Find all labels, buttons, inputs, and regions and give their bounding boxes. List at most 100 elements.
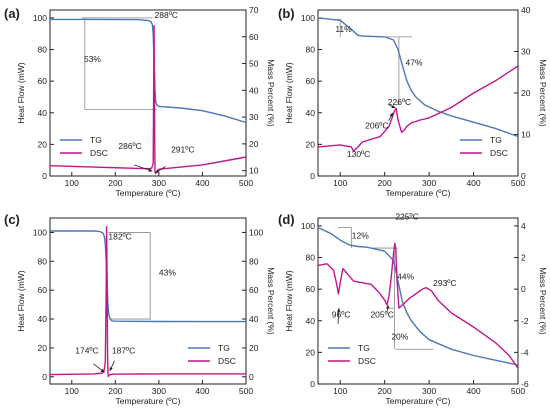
annotation-label: 286ºC <box>118 141 141 151</box>
legend-label-tg: TG <box>358 343 370 353</box>
x-tick-label: 400 <box>466 178 480 188</box>
series-dsc-line <box>49 25 247 175</box>
legend-label-tg: TG <box>218 343 230 353</box>
y-right-tick-label: -6 <box>521 379 529 389</box>
annotation-label: 174ºC <box>75 346 98 356</box>
y-left-tick-label: 80 <box>38 256 48 266</box>
legend-label-dsc: DSC <box>90 148 108 158</box>
x-tick-label: 400 <box>195 386 209 396</box>
y-left-tick-label: 40 <box>306 316 316 326</box>
annotation-label: 11% <box>335 24 352 34</box>
y-right-tick-label: 40 <box>521 5 531 15</box>
y-left-tick-label: 100 <box>33 13 47 23</box>
annotation-label: 293ºC <box>433 278 456 288</box>
x-tick-label: 200 <box>108 178 122 188</box>
y-right-tick-label: 0 <box>249 372 254 382</box>
series-dsc-line <box>317 242 519 369</box>
y-left-tick-label: 40 <box>306 108 316 118</box>
x-tick-label: 500 <box>239 386 253 396</box>
y-right-tick-label: 30 <box>521 47 531 57</box>
y-left-tick-label: 100 <box>301 13 315 23</box>
panel-d: (d) 100 200 300 400 500 0 20 40 60 80 100 -6 -4 -2 0 2 4 T… <box>278 212 548 406</box>
x-tick-label: 200 <box>108 386 122 396</box>
y-right-tick-label: 60 <box>249 285 259 295</box>
series-tg-line <box>50 18 247 124</box>
y-left-tick-label: 20 <box>306 347 316 357</box>
y-left-tick-label: 60 <box>38 76 48 86</box>
annotation-label: 187ºC <box>112 346 135 356</box>
legend-label-dsc: DSC <box>358 356 376 366</box>
annotation-label: 288ºC <box>155 10 178 20</box>
y-left-tick-label: 60 <box>306 76 316 86</box>
y-right-tick-label: 100 <box>249 227 263 237</box>
annotation-arrowhead <box>100 368 105 373</box>
annotation-label: 47% <box>406 57 423 67</box>
annotation-label: 225ºC <box>395 212 418 222</box>
x-tick-label: 500 <box>511 386 525 396</box>
y-left-tick-label: 20 <box>38 343 48 353</box>
y-right-tick-label: 40 <box>249 85 259 95</box>
x-axis-label: Temperature (ºC) <box>386 188 451 198</box>
y-left-tick-label: 80 <box>38 45 48 55</box>
y-right-tick-label: 2 <box>521 253 526 263</box>
annotation-label: 291ºC <box>171 144 194 154</box>
annotation-arrowhead <box>385 304 390 309</box>
legend-label-tg: TG <box>490 135 502 145</box>
x-axis-label: Temperature (ºC) <box>386 396 451 406</box>
y-left-tick-label: 60 <box>38 285 48 295</box>
x-tick-label: 100 <box>333 386 347 396</box>
y-right-axis-label: Mass Percent (%) <box>538 267 548 335</box>
annotation-label: 44% <box>397 272 414 282</box>
y-left-tick-label: 20 <box>38 139 48 149</box>
y-left-tick-label: 60 <box>306 284 316 294</box>
series-dsc-line <box>317 65 519 152</box>
y-right-tick-label: 30 <box>249 112 259 122</box>
y-right-tick-label: 10 <box>521 130 531 140</box>
x-axis-label: Temperature (ºC) <box>116 396 181 406</box>
y-left-tick-label: 0 <box>310 171 315 181</box>
annotation-arrowhead <box>155 169 160 173</box>
legend-label-dsc: DSC <box>218 356 236 366</box>
x-tick-label: 300 <box>422 178 436 188</box>
y-left-tick-label: 40 <box>38 108 48 118</box>
y-left-tick-label: 80 <box>306 253 316 263</box>
y-right-tick-label: 80 <box>249 256 259 266</box>
y-left-tick-label: 80 <box>306 45 316 55</box>
y-left-tick-label: 40 <box>38 314 48 324</box>
annotation-label: 12% <box>352 231 369 241</box>
annotation-label: 96ºC <box>332 310 351 320</box>
x-tick-label: 200 <box>378 386 392 396</box>
y-right-tick-label: 0 <box>521 171 526 181</box>
annotation-arrowhead <box>336 308 341 312</box>
y-left-tick-label: 0 <box>42 171 47 181</box>
y-right-tick-label: 40 <box>249 314 259 324</box>
x-tick-label: 100 <box>65 386 79 396</box>
x-tick-label: 100 <box>65 178 79 188</box>
y-left-tick-label: 0 <box>310 379 315 389</box>
panel-label: (a) <box>4 6 20 21</box>
y-right-tick-label: -4 <box>521 347 529 357</box>
y-left-tick-label: 20 <box>306 139 316 149</box>
panel-a: (a) 100 200 300 400 500 0 20 40 60 80 100 10 20 30 40 50… <box>4 5 276 198</box>
x-tick-label: 100 <box>333 178 347 188</box>
annotation-label: 226ºC <box>388 97 411 107</box>
plot-frame <box>49 217 247 385</box>
series-tg-line <box>317 17 519 138</box>
x-tick-label: 200 <box>378 178 392 188</box>
y-right-tick-label: 70 <box>249 5 259 15</box>
x-tick-label: 500 <box>239 178 253 188</box>
x-tick-label: 300 <box>422 386 436 396</box>
y-right-axis-label: Mass Percent (%) <box>266 267 276 335</box>
annotation-label: 130ºC <box>347 149 370 159</box>
series-tg-line <box>317 226 519 366</box>
x-tick-label: 300 <box>152 386 166 396</box>
panel-label: (d) <box>278 212 295 227</box>
annotation-label: 53% <box>84 54 101 64</box>
series-tg-line <box>50 230 246 323</box>
y-left-tick-label: 100 <box>33 227 47 237</box>
annotation-arrowhead <box>391 104 396 109</box>
y-right-tick-label: 0 <box>521 284 526 294</box>
x-tick-label: 400 <box>466 386 480 396</box>
annotation-label: 205ºC <box>370 310 393 320</box>
